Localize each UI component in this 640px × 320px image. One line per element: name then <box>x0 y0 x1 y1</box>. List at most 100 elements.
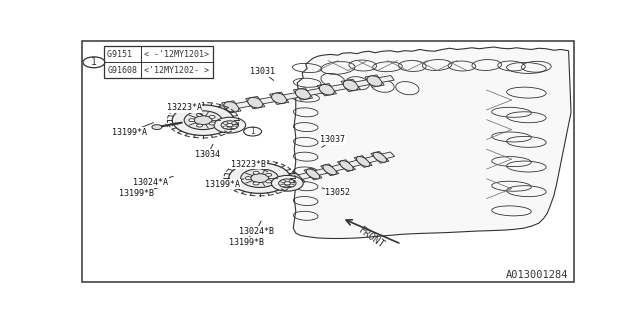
Ellipse shape <box>248 97 263 108</box>
Polygon shape <box>348 160 361 167</box>
Ellipse shape <box>373 152 387 162</box>
Polygon shape <box>379 76 394 82</box>
Polygon shape <box>293 88 313 100</box>
Text: 13223*A: 13223*A <box>166 103 202 112</box>
Circle shape <box>278 179 296 188</box>
Text: 1: 1 <box>250 127 255 136</box>
Polygon shape <box>365 156 378 163</box>
Ellipse shape <box>367 76 382 86</box>
Polygon shape <box>212 106 227 112</box>
Circle shape <box>289 180 294 182</box>
Circle shape <box>266 173 271 176</box>
Ellipse shape <box>271 93 287 104</box>
Circle shape <box>83 57 105 68</box>
Text: A013001284: A013001284 <box>506 270 568 280</box>
Polygon shape <box>265 181 278 188</box>
Text: 13223*B: 13223*B <box>231 160 266 169</box>
Text: 13199*B: 13199*B <box>228 238 264 247</box>
Polygon shape <box>337 160 355 172</box>
Text: 13052: 13052 <box>325 188 351 197</box>
Text: <'12MY1202- >: <'12MY1202- > <box>145 66 209 75</box>
Polygon shape <box>307 88 323 95</box>
Circle shape <box>284 182 291 185</box>
Text: 13024*A: 13024*A <box>133 178 168 187</box>
Text: < -'12MY1201>: < -'12MY1201> <box>145 50 209 59</box>
Ellipse shape <box>307 169 319 179</box>
Circle shape <box>223 126 228 129</box>
Polygon shape <box>236 101 251 108</box>
Circle shape <box>241 169 278 188</box>
Circle shape <box>229 163 291 193</box>
Circle shape <box>271 175 303 191</box>
Circle shape <box>172 105 234 135</box>
Polygon shape <box>332 164 344 171</box>
Polygon shape <box>284 93 299 100</box>
Text: 1: 1 <box>91 57 97 67</box>
Text: 13031: 13031 <box>250 67 275 76</box>
Circle shape <box>214 117 246 133</box>
Polygon shape <box>221 101 241 113</box>
Polygon shape <box>293 47 571 238</box>
Text: 13199*A: 13199*A <box>205 180 241 189</box>
Polygon shape <box>200 108 215 115</box>
Text: 13199*A: 13199*A <box>112 128 147 137</box>
Polygon shape <box>287 172 305 184</box>
Polygon shape <box>257 183 269 190</box>
Circle shape <box>227 124 233 127</box>
Circle shape <box>223 122 228 124</box>
Ellipse shape <box>273 177 286 187</box>
Polygon shape <box>304 168 322 180</box>
Circle shape <box>196 124 202 127</box>
Bar <box>104 46 213 78</box>
Circle shape <box>280 184 285 187</box>
Polygon shape <box>382 152 395 158</box>
Circle shape <box>209 116 215 118</box>
Circle shape <box>196 113 202 116</box>
Ellipse shape <box>289 173 303 183</box>
Circle shape <box>232 122 237 124</box>
Ellipse shape <box>224 102 239 112</box>
Polygon shape <box>354 156 372 167</box>
Polygon shape <box>282 177 294 183</box>
Circle shape <box>152 124 162 130</box>
Polygon shape <box>341 79 360 92</box>
Circle shape <box>280 180 285 182</box>
Ellipse shape <box>319 84 334 95</box>
Polygon shape <box>365 75 384 87</box>
Polygon shape <box>321 164 339 176</box>
Polygon shape <box>269 92 289 104</box>
Text: G9151: G9151 <box>108 50 138 59</box>
Polygon shape <box>355 80 371 87</box>
Circle shape <box>251 174 269 182</box>
Polygon shape <box>331 84 346 91</box>
Circle shape <box>244 127 262 136</box>
Circle shape <box>184 111 222 130</box>
Circle shape <box>245 177 252 180</box>
Circle shape <box>221 121 239 130</box>
Polygon shape <box>259 97 275 104</box>
Polygon shape <box>371 151 389 163</box>
Ellipse shape <box>356 156 370 166</box>
Ellipse shape <box>343 80 358 91</box>
Circle shape <box>213 182 223 188</box>
Circle shape <box>289 184 294 187</box>
Circle shape <box>253 171 259 174</box>
Polygon shape <box>317 84 337 96</box>
Polygon shape <box>246 96 265 109</box>
Polygon shape <box>298 173 311 179</box>
Text: 13037: 13037 <box>321 135 346 144</box>
Text: 13034: 13034 <box>195 150 220 159</box>
Text: 13199*B: 13199*B <box>118 189 154 198</box>
Ellipse shape <box>340 161 353 171</box>
Text: 13024*B: 13024*B <box>239 227 273 236</box>
Circle shape <box>189 119 195 122</box>
Circle shape <box>232 126 237 129</box>
Ellipse shape <box>323 165 337 175</box>
Circle shape <box>209 122 215 125</box>
Circle shape <box>266 180 271 183</box>
Ellipse shape <box>296 89 310 99</box>
Circle shape <box>253 182 259 185</box>
Polygon shape <box>315 169 328 175</box>
Text: G91608: G91608 <box>108 66 138 75</box>
Polygon shape <box>271 176 289 188</box>
